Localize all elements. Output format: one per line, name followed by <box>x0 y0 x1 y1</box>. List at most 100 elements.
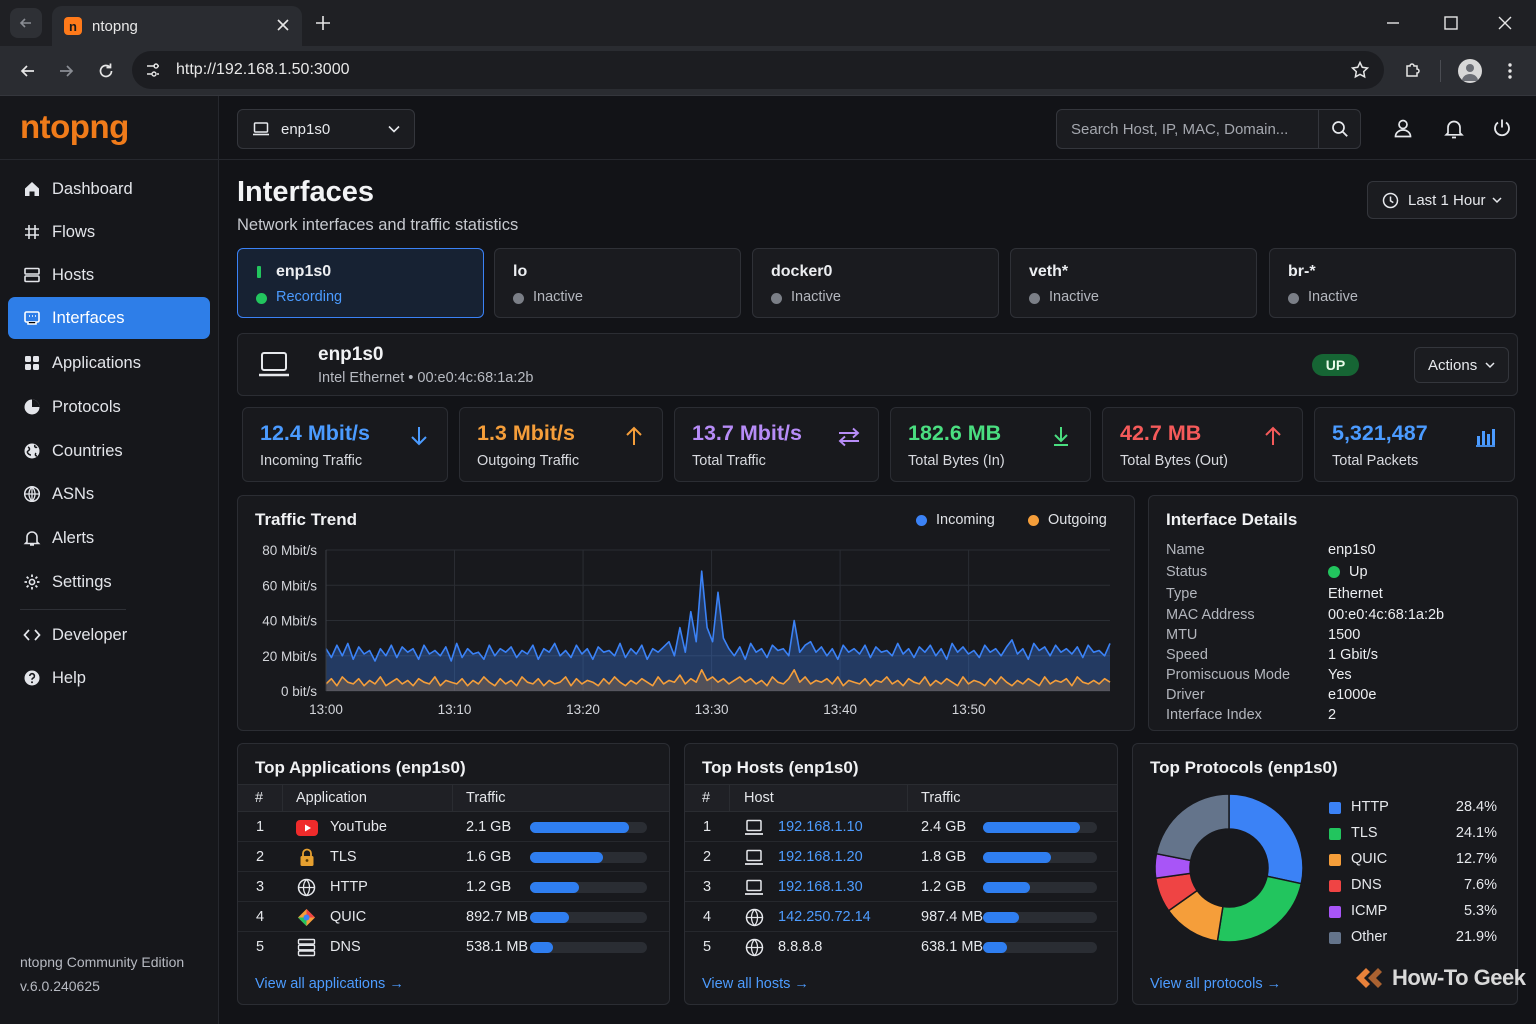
stat-label: Total Bytes (Out) <box>1120 453 1228 469</box>
interface-card-status: Recording <box>276 289 343 305</box>
interface-card-enp1s0[interactable]: enp1s0 Recording <box>237 248 484 318</box>
column-header-host[interactable]: Host <box>744 790 774 806</box>
browser-tab-bar: n ntopng <box>0 0 1536 46</box>
omnibox[interactable]: http://192.168.1.50:3000 <box>132 51 1384 89</box>
power-icon[interactable] <box>1492 118 1512 138</box>
donut-slice-tls[interactable] <box>1216 875 1303 943</box>
forward-icon[interactable] <box>56 61 76 81</box>
donut-slice-http[interactable] <box>1228 793 1304 885</box>
arrow-up-icon <box>626 426 642 445</box>
interface-card-name: br-* <box>1288 263 1316 280</box>
arrow-left-icon <box>19 18 31 28</box>
column-header-traffic[interactable]: Traffic <box>921 790 961 806</box>
sidebar-item-countries[interactable]: Countries <box>8 430 210 472</box>
host-link[interactable]: 192.168.1.20 <box>778 849 863 865</box>
back-icon[interactable] <box>18 61 38 81</box>
sidebar-item-interfaces[interactable]: Interfaces <box>8 297 210 339</box>
header-divider <box>219 159 1536 160</box>
legend-item-incoming[interactable]: Incoming <box>916 512 995 528</box>
new-tab-icon[interactable] <box>314 14 332 32</box>
sidebar-item-settings[interactable]: Settings <box>8 561 210 603</box>
legend-swatch <box>1329 932 1341 944</box>
stat-label: Total Bytes (In) <box>908 453 1005 469</box>
actions-dropdown[interactable]: Actions <box>1414 347 1509 383</box>
traffic-bar-fill <box>530 882 580 893</box>
rank-cell: 3 <box>703 879 712 895</box>
sidebar-item-label: Help <box>52 668 86 687</box>
applications-icon <box>25 356 39 370</box>
table-row[interactable]: 3 HTTP 1.2 GB <box>238 872 669 902</box>
protocols-donut-chart[interactable] <box>1145 784 1313 952</box>
sidebar-item-dashboard[interactable]: Dashboard <box>8 168 210 210</box>
interface-card-br[interactable]: br-* Inactive <box>1269 248 1516 318</box>
search-input[interactable] <box>1057 110 1319 148</box>
table-row[interactable]: 5 DNS 538.1 MB <box>238 932 669 962</box>
table-header: # Application Traffic <box>238 784 669 812</box>
rank-cell: 3 <box>256 879 265 895</box>
quic-icon <box>298 909 315 926</box>
table-row[interactable]: 4 QUIC 892.7 MB <box>238 902 669 932</box>
column-header-application[interactable]: Application <box>296 790 367 806</box>
extensions-icon[interactable] <box>1402 59 1424 81</box>
tab-search-button[interactable] <box>10 8 42 38</box>
traffic-trend-chart[interactable]: 80 Mbit/s 60 Mbit/s 40 Mbit/s 20 Mbit/s 0 bi… <box>238 496 1134 730</box>
sidebar-item-hosts[interactable]: Hosts <box>8 254 210 296</box>
sidebar-item-applications[interactable]: Applications <box>8 342 210 384</box>
table-row[interactable]: 2 192.168.1.20 1.8 GB <box>685 842 1117 872</box>
window-close-icon[interactable] <box>1496 14 1514 32</box>
sidebar-item-help[interactable]: Help <box>8 657 210 699</box>
time-range-select[interactable]: Last 1 Hour <box>1367 181 1517 219</box>
view-all-applications-link[interactable]: View all applications → <box>255 976 404 992</box>
close-icon[interactable] <box>274 16 292 34</box>
table-row[interactable]: 3 192.168.1.30 1.2 GB <box>685 872 1117 902</box>
home-icon <box>25 182 39 196</box>
view-all-hosts-link[interactable]: View all hosts → <box>702 976 809 992</box>
interface-card-docker0[interactable]: docker0 Inactive <box>752 248 999 318</box>
protocol-legend-item: TLS 24.1% <box>1329 825 1497 845</box>
interface-details-title: Interface Details <box>1166 510 1298 529</box>
asn-icon <box>23 485 41 503</box>
interface-select[interactable]: enp1s0 <box>237 109 415 149</box>
sidebar-item-developer[interactable]: Developer <box>8 614 210 656</box>
interface-card-veth[interactable]: veth* Inactive <box>1010 248 1257 318</box>
hosts-icon <box>24 267 40 283</box>
search-button[interactable] <box>1318 110 1360 148</box>
browser-menu-icon[interactable] <box>1502 61 1518 81</box>
interface-card-lo[interactable]: lo Inactive <box>494 248 741 318</box>
sidebar-item-alerts[interactable]: Alerts <box>8 517 210 559</box>
donut-slice-other[interactable] <box>1155 793 1230 862</box>
reload-icon[interactable] <box>96 61 116 81</box>
view-all-protocols-link[interactable]: View all protocols → <box>1150 976 1282 992</box>
host-link[interactable]: 142.250.72.14 <box>778 909 871 925</box>
profile-avatar[interactable] <box>1458 59 1482 83</box>
legend-item-outgoing[interactable]: Outgoing <box>1028 512 1107 528</box>
top-hosts-title: Top Hosts (enp1s0) <box>702 758 859 777</box>
sidebar-item-flows[interactable]: Flows <box>8 211 210 253</box>
stat-label: Outgoing Traffic <box>477 453 580 469</box>
notifications-bell-icon[interactable] <box>1444 118 1464 140</box>
y-tick-label: 0 bit/s <box>281 684 317 699</box>
ntopng-logo[interactable]: ntopng <box>20 108 129 145</box>
host-link[interactable]: 192.168.1.30 <box>778 879 863 895</box>
table-row[interactable]: 1 192.168.1.10 2.4 GB <box>685 812 1117 842</box>
rank-cell: 2 <box>256 849 265 865</box>
star-icon[interactable] <box>1350 60 1370 80</box>
table-row[interactable]: 2 TLS 1.6 GB <box>238 842 669 872</box>
minimize-icon[interactable] <box>1384 14 1402 32</box>
sidebar-item-protocols[interactable]: Protocols <box>8 386 210 428</box>
sidebar-item-asns[interactable]: ASNs <box>8 473 210 515</box>
interface-card-name: enp1s0 <box>276 263 332 280</box>
browser-tab[interactable]: n ntopng <box>52 6 302 46</box>
traffic-bar <box>530 942 647 953</box>
url-text[interactable]: http://192.168.1.50:3000 <box>176 61 350 78</box>
maximize-icon[interactable] <box>1442 14 1460 32</box>
user-icon[interactable] <box>1393 118 1413 138</box>
series-line-incoming <box>325 570 1111 662</box>
stat-card-bytes-in: 182.6 MB Total Bytes (In) <box>890 407 1091 482</box>
column-header-traffic[interactable]: Traffic <box>466 790 506 806</box>
host-link[interactable]: 192.168.1.10 <box>778 819 863 835</box>
table-row[interactable]: 1 YouTube 2.1 GB <box>238 812 669 842</box>
site-settings-icon[interactable] <box>144 61 162 79</box>
table-row[interactable]: 5 8.8.8.8 638.1 MB <box>685 932 1117 962</box>
table-row[interactable]: 4 142.250.72.14 987.4 MB <box>685 902 1117 932</box>
